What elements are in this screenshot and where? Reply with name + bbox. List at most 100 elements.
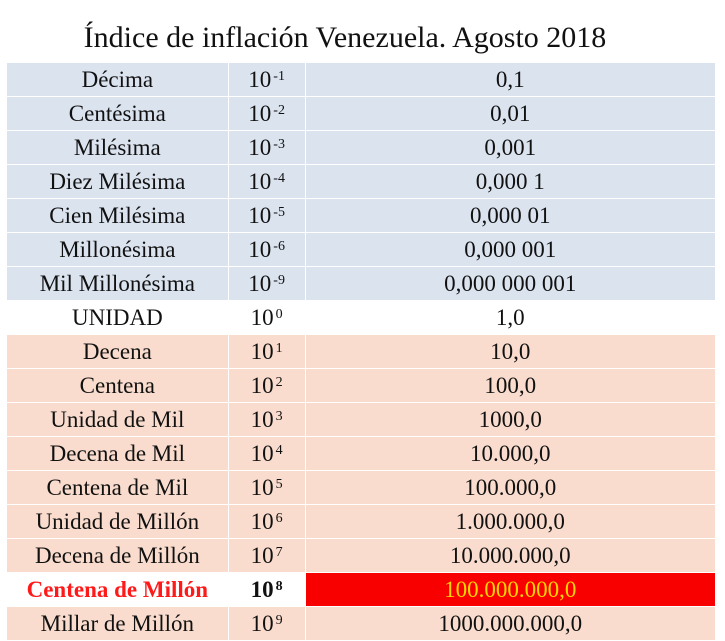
power-cell: 10 -3 xyxy=(229,131,306,164)
table-row-highlighted: Centena de Millón 10 8 100.000.000,0 xyxy=(7,573,716,607)
power-cell: 10 3 xyxy=(229,403,306,436)
unit-name-cell: Milésima xyxy=(7,131,229,164)
unit-name-cell: Centena xyxy=(7,369,229,402)
power-cell: 10 9 xyxy=(229,607,306,640)
decimal-value-cell: 0,000 1 xyxy=(306,165,716,198)
unit-name-cell: Centésima xyxy=(7,97,229,130)
decimal-value-cell: 100.000,0 xyxy=(306,471,716,504)
table-row: Millar de Millón 10 9 1000.000.000,0 xyxy=(7,607,716,641)
unit-name-cell: Centena de Millón xyxy=(7,573,229,606)
decimal-value-cell: 100,0 xyxy=(306,369,716,402)
power-cell: 10 -9 xyxy=(229,267,306,300)
power-exponent: 3 xyxy=(275,409,283,424)
table-row: Decena 10 1 10,0 xyxy=(7,335,716,369)
table-row: Unidad de Millón 10 6 1.000.000,0 xyxy=(7,505,716,539)
powers-table: Décima 10 -1 0,1 Centésima 10 -2 0,01 Milésima 10… xyxy=(7,63,716,641)
unit-name-cell: Decena de Mil xyxy=(7,437,229,470)
power-base: 10 xyxy=(248,271,272,296)
table-row: Decena de Mil 10 4 10.000,0 xyxy=(7,437,716,471)
power-exponent: -9 xyxy=(273,273,285,288)
decimal-value-cell: 1000,0 xyxy=(306,403,716,436)
unit-name-cell: Millar de Millón xyxy=(7,607,229,640)
table-row: Diez Milésima 10 -4 0,000 1 xyxy=(7,165,716,199)
decimal-value-cell: 0,1 xyxy=(306,63,716,96)
power-cell: 10 -6 xyxy=(229,233,306,266)
power-base: 10 xyxy=(248,237,272,262)
table-row: Décima 10 -1 0,1 xyxy=(7,63,716,97)
power-cell: 10 7 xyxy=(229,539,306,572)
power-exponent: 8 xyxy=(275,579,283,594)
power-cell: 10 6 xyxy=(229,505,306,538)
unit-name-cell: Cien Milésima xyxy=(7,199,229,232)
decimal-value-cell: 1.000.000,0 xyxy=(306,505,716,538)
power-exponent: -2 xyxy=(273,103,285,118)
decimal-value-cell: 0,000 000 001 xyxy=(306,267,716,300)
decimal-value-cell: 10,0 xyxy=(306,335,716,368)
unit-name-cell: Unidad de Mil xyxy=(7,403,229,436)
power-base: 10 xyxy=(250,407,274,432)
power-base: 10 xyxy=(250,373,274,398)
power-cell: 10 0 xyxy=(229,301,306,334)
power-exponent: -3 xyxy=(273,137,285,152)
power-exponent: 2 xyxy=(275,375,283,390)
power-exponent: 6 xyxy=(275,511,283,526)
power-cell: 10 -1 xyxy=(229,63,306,96)
unit-name-cell: Décima xyxy=(7,63,229,96)
power-base: 10 xyxy=(248,169,272,194)
power-cell: 10 4 xyxy=(229,437,306,470)
power-base: 10 xyxy=(248,203,272,228)
power-base: 10 xyxy=(248,101,272,126)
power-base: 10 xyxy=(250,611,274,636)
power-base: 10 xyxy=(248,67,272,92)
table-row: Decena de Millón 10 7 10.000.000,0 xyxy=(7,539,716,573)
decimal-value-cell: 0,000 001 xyxy=(306,233,716,266)
table-row: Unidad de Mil 10 3 1000,0 xyxy=(7,403,716,437)
table-row: Milésima 10 -3 0,001 xyxy=(7,131,716,165)
power-base: 10 xyxy=(248,135,272,160)
power-exponent: -5 xyxy=(273,205,285,220)
power-cell: 10 2 xyxy=(229,369,306,402)
power-base: 10 xyxy=(250,509,274,534)
decimal-value-cell: 1,0 xyxy=(306,301,716,334)
unit-name-cell: Decena xyxy=(7,335,229,368)
page-title: Índice de inflación Venezuela. Agosto 20… xyxy=(83,21,607,54)
power-base: 10 xyxy=(250,339,274,364)
power-base: 10 xyxy=(250,543,274,568)
power-exponent: 4 xyxy=(275,443,283,458)
unit-name-cell: UNIDAD xyxy=(7,301,229,334)
power-base: 10 xyxy=(250,441,274,466)
table-row: Mil Millonésima 10 -9 0,000 000 001 xyxy=(7,267,716,301)
unit-name-cell: Mil Millonésima xyxy=(7,267,229,300)
decimal-value-cell: 0,001 xyxy=(306,131,716,164)
unit-name-cell: Decena de Millón xyxy=(7,539,229,572)
power-cell: 10 5 xyxy=(229,471,306,504)
power-base: 10 xyxy=(250,305,274,330)
decimal-value-cell: 100.000.000,0 xyxy=(305,573,716,606)
decimal-value-cell: 0,000 01 xyxy=(306,199,716,232)
unit-name-cell: Centena de Mil xyxy=(7,471,229,504)
power-exponent: -4 xyxy=(273,171,285,186)
table-row: Centésima 10 -2 0,01 xyxy=(7,97,716,131)
power-cell: 10 -4 xyxy=(229,165,306,198)
power-exponent: 0 xyxy=(275,307,283,322)
power-exponent: -1 xyxy=(273,69,285,84)
unit-name-cell: Millonésima xyxy=(7,233,229,266)
power-cell: 10 -5 xyxy=(229,199,306,232)
table-row: UNIDAD 10 0 1,0 xyxy=(7,301,716,335)
unit-name-cell: Unidad de Millón xyxy=(7,505,229,538)
power-exponent: -6 xyxy=(273,239,285,254)
power-exponent: 9 xyxy=(275,613,283,628)
decimal-value-cell: 1000.000.000,0 xyxy=(306,607,716,640)
power-base: 10 xyxy=(250,475,274,500)
power-cell: 10 8 xyxy=(229,573,306,606)
decimal-value-cell: 0,01 xyxy=(306,97,716,130)
table-row: Cien Milésima 10 -5 0,000 01 xyxy=(7,199,716,233)
unit-name-cell: Diez Milésima xyxy=(7,165,229,198)
power-base: 10 xyxy=(250,577,274,602)
power-cell: 10 1 xyxy=(229,335,306,368)
table-row: Millonésima 10 -6 0,000 001 xyxy=(7,233,716,267)
decimal-value-cell: 10.000.000,0 xyxy=(306,539,716,572)
table-row: Centena de Mil 10 5 100.000,0 xyxy=(7,471,716,505)
decimal-value-cell: 10.000,0 xyxy=(306,437,716,470)
table-row: Centena 10 2 100,0 xyxy=(7,369,716,403)
